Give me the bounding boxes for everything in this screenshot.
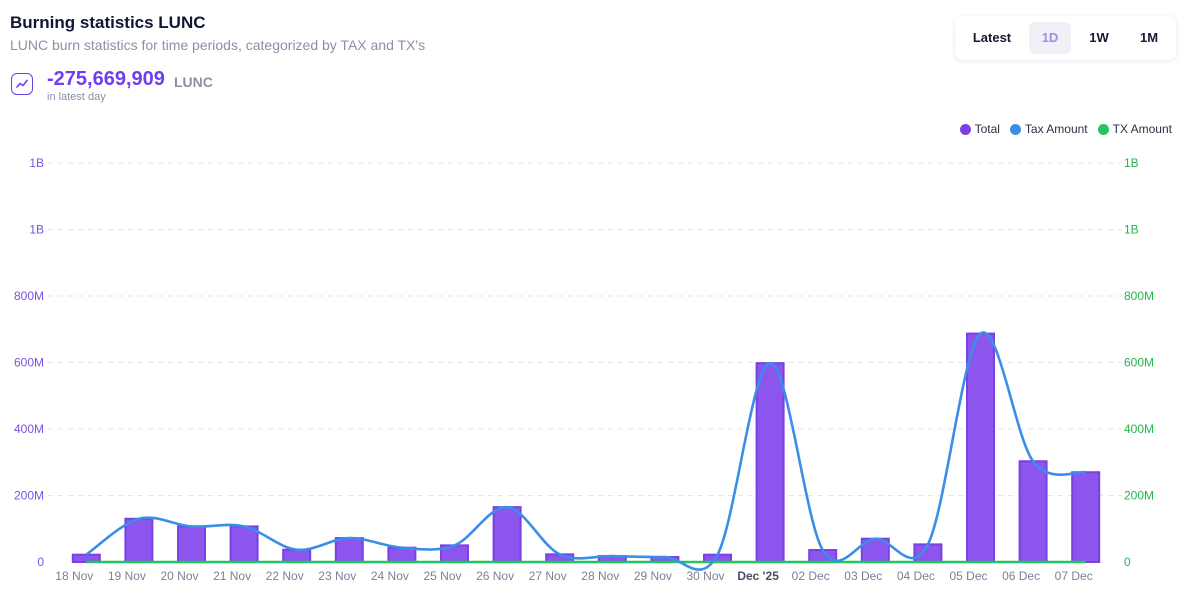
- y-tick-label-right: 800M: [1124, 289, 1154, 303]
- y-tick-label-right: 1B: [1124, 156, 1139, 170]
- y-tick-label-left: 1B: [29, 156, 44, 170]
- y-tick-label-left: 400M: [14, 422, 44, 436]
- y-tick-label-right: 1B: [1124, 223, 1139, 237]
- bar-total: [1018, 460, 1048, 563]
- y-tick-label-left: 0: [37, 555, 44, 569]
- legend-tx-label: TX Amount: [1112, 122, 1172, 136]
- legend-item-total[interactable]: Total: [959, 122, 1000, 136]
- x-tick-label: 19 Nov: [108, 569, 146, 583]
- x-tick-label: 07 Dec: [1055, 569, 1093, 583]
- x-tick-label: 02 Dec: [792, 569, 830, 583]
- x-tick-label: 22 Nov: [266, 569, 304, 583]
- legend-item-tx-amount[interactable]: TX Amount: [1097, 122, 1172, 136]
- tab-1d[interactable]: 1D: [1029, 22, 1071, 54]
- burn-stat-unit: LUNC: [174, 74, 213, 90]
- page-subtitle: LUNC burn statistics for time periods, c…: [10, 37, 426, 53]
- legend-tx-dot-icon: [1097, 123, 1109, 135]
- legend-item-tax-amount[interactable]: Tax Amount: [1009, 122, 1088, 136]
- x-tick-label: 03 Dec: [844, 569, 882, 583]
- x-tick-label: 24 Nov: [371, 569, 409, 583]
- chart-legend: Total Tax Amount TX Amount: [959, 122, 1172, 136]
- x-tick-label: 18 Nov: [55, 569, 93, 583]
- x-tick-label: 21 Nov: [213, 569, 251, 583]
- burn-stat-value: -275,669,909: [47, 68, 165, 90]
- bar-total: [177, 525, 206, 563]
- y-tick-label-left: 600M: [14, 356, 44, 370]
- x-tick-label: 26 Nov: [476, 569, 514, 583]
- bar-total: [282, 548, 312, 564]
- x-tick-label: 20 Nov: [160, 569, 198, 583]
- legend-total-label: Total: [974, 122, 1000, 136]
- bar-total: [334, 537, 364, 563]
- bar-total: [124, 517, 154, 564]
- y-tick-label-right: 0: [1124, 555, 1131, 569]
- series-line-tax-amount: [85, 331, 1086, 571]
- x-tick-label: 04 Dec: [897, 569, 935, 583]
- x-tick-label: 30 Nov: [686, 569, 724, 583]
- y-tick-label-right: 400M: [1124, 422, 1154, 436]
- y-tick-label-right: 600M: [1124, 356, 1154, 370]
- bar-total: [229, 525, 259, 563]
- y-tick-label-left: 200M: [14, 489, 44, 503]
- legend-tax-dot-icon: [1009, 123, 1021, 135]
- bar-total: [755, 362, 785, 564]
- tab-1w[interactable]: 1W: [1089, 30, 1109, 45]
- legend-tax-label: Tax Amount: [1024, 122, 1088, 136]
- x-tick-label: 05 Dec: [949, 569, 987, 583]
- x-tick-label: 29 Nov: [634, 569, 672, 583]
- legend-total-dot-icon: [959, 123, 971, 135]
- period-tabs: Latest 1D 1W 1M: [955, 16, 1176, 60]
- y-tick-label-left: 800M: [14, 289, 44, 303]
- x-tick-label: 27 Nov: [529, 569, 567, 583]
- bar-total: [966, 332, 995, 564]
- x-tick-label: 25 Nov: [423, 569, 461, 583]
- page-title: Burning statistics LUNC: [10, 13, 206, 32]
- bar-total: [1071, 471, 1101, 564]
- burn-stat-caption: in latest day: [47, 91, 106, 103]
- bar-total: [387, 546, 417, 564]
- trending-chart-icon: [11, 73, 33, 95]
- tab-1m[interactable]: 1M: [1139, 30, 1159, 45]
- y-tick-label-left: 1B: [29, 223, 44, 237]
- x-tick-label: Dec '25: [737, 569, 779, 583]
- tab-latest[interactable]: Latest: [972, 30, 1012, 45]
- x-tick-label: 28 Nov: [581, 569, 619, 583]
- y-tick-label-right: 200M: [1124, 489, 1154, 503]
- x-tick-label: 23 Nov: [318, 569, 356, 583]
- bar-total: [492, 506, 522, 564]
- x-tick-label: 06 Dec: [1002, 569, 1040, 583]
